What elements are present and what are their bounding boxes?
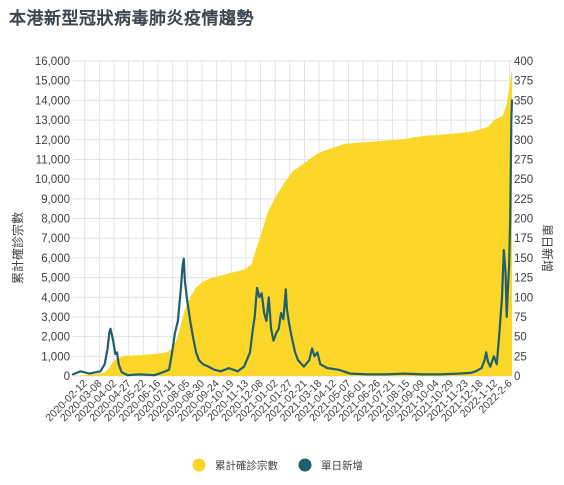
- series-area-layer: [73, 68, 512, 377]
- y-right-tick-label: 275: [514, 154, 533, 166]
- y-right-tick-label: 75: [514, 312, 527, 324]
- y-right-tick-label: 25: [514, 351, 527, 363]
- y-left-tick-label: 2,000: [41, 332, 70, 344]
- y-right-tick-label: 300: [514, 135, 533, 147]
- legend-marker-daily: [298, 458, 312, 472]
- y-right-tick-label: 325: [514, 115, 533, 127]
- y-right-tick-label: 350: [514, 95, 533, 107]
- y-right-tick-label: 225: [514, 194, 533, 206]
- legend[interactable]: 累計確診宗數 單日新增: [192, 458, 364, 473]
- legend-label-daily: 單日新增: [321, 459, 363, 472]
- y-left-tick-label: 14,000: [35, 95, 70, 107]
- y-left-tick-label: 13,000: [35, 115, 70, 127]
- y-left-tick-label: 4,000: [41, 292, 70, 304]
- y-right-tick-label: 150: [514, 253, 533, 265]
- y-left-tick-label: 10,000: [35, 174, 70, 186]
- y-left-tick-label: 3,000: [41, 312, 70, 324]
- y-right-tick-label: 50: [514, 332, 527, 344]
- y-left-tick-label: 9,000: [41, 194, 70, 206]
- legend-item-cumulative[interactable]: 累計確診宗數: [192, 458, 279, 473]
- series-area-cumulative: [73, 68, 512, 377]
- legend-label-cumulative: 累計確診宗數: [215, 459, 278, 472]
- y-right-tick-label: 375: [514, 76, 533, 88]
- y-left-tick-label: 0: [64, 371, 70, 383]
- axis-layer: 0 1,000 2,000 3,000 4,000 5,000 6,000 7,000 8,00…: [35, 56, 533, 424]
- series-line-layer: [71, 99, 514, 377]
- y-left-tick-label: 7,000: [41, 233, 70, 245]
- y-left-tick-label: 8,000: [41, 214, 70, 226]
- y-axis-left-title: 累計確診宗數: [10, 212, 25, 284]
- y-right-tick-label: 175: [514, 233, 533, 245]
- legend-item-daily[interactable]: 單日新增: [298, 458, 364, 473]
- y-left-tick-label: 15,000: [35, 76, 70, 88]
- y-left-tick-label: 16,000: [35, 56, 70, 68]
- chart-title: 本港新型冠狀病毒肺炎疫情趨勢: [9, 9, 254, 29]
- y-left-tick-label: 12,000: [35, 135, 70, 147]
- y-right-tick-label: 125: [514, 273, 533, 285]
- y-left-tick-label: 11,000: [36, 154, 70, 166]
- y-axis-right-title: 單日新增: [540, 224, 555, 272]
- y-right-tick-label: 100: [514, 292, 533, 304]
- legend-marker-cumulative: [192, 458, 206, 472]
- series-line-daily: [71, 99, 514, 377]
- y-left-tick-label: 5,000: [41, 273, 70, 285]
- y-right-tick-label: 250: [514, 174, 533, 186]
- y-right-tick-label: 400: [514, 56, 533, 68]
- y-right-tick-label: 0: [514, 371, 520, 383]
- y-right-tick-label: 200: [514, 214, 533, 226]
- y-left-tick-label: 6,000: [41, 253, 70, 265]
- y-left-tick-label: 1,000: [41, 351, 70, 363]
